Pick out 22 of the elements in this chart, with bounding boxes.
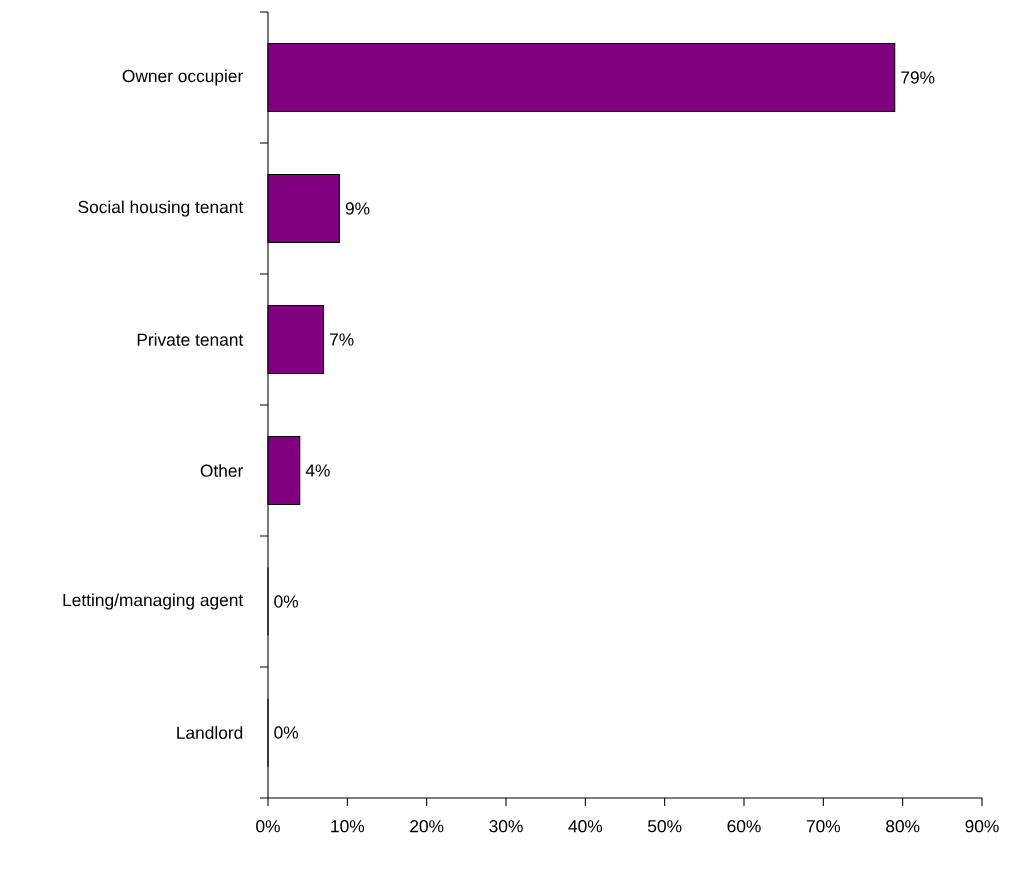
data-label: 79%	[901, 71, 935, 84]
y-tick-label: Landlord	[177, 726, 243, 739]
data-label: 4%	[305, 464, 330, 477]
x-tick-label: 70%	[806, 820, 841, 833]
x-tick-label: 50%	[648, 820, 682, 833]
x-tick-label: 0%	[256, 820, 280, 833]
x-tick-label: 90%	[965, 820, 999, 833]
data-label: 0%	[274, 595, 299, 608]
x-tick-label: 10%	[331, 820, 365, 833]
y-tick-label: Owner occupier	[122, 69, 243, 86]
y-tick-label: Social housing tenant	[78, 200, 244, 217]
y-tick-label: Private tenant	[137, 333, 244, 346]
y-tick-label: Other	[200, 464, 243, 477]
data-label: 7%	[330, 333, 354, 346]
x-tick-label: 40%	[568, 820, 603, 833]
data-label: 0%	[274, 726, 299, 739]
x-tick-label: 30%	[489, 820, 523, 833]
y-tick-label: Letting/managing agent	[63, 593, 244, 610]
x-tick-label: 60%	[727, 820, 761, 833]
x-tick-label: 80%	[886, 820, 920, 833]
x-tick-label: 20%	[410, 820, 444, 833]
data-label: 9%	[345, 202, 370, 215]
